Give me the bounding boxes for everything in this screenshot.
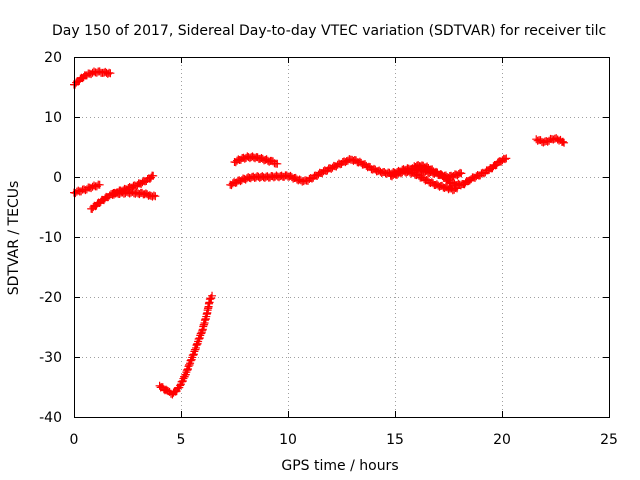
axis-ticks: 0 5 10 15 20 25 -40 -30 -20 -10 0 10 20 bbox=[39, 50, 618, 448]
y-tick-label: 10 bbox=[44, 110, 62, 126]
series-arc-10 bbox=[532, 134, 569, 147]
series-arc-6 bbox=[230, 152, 282, 168]
grid-lines bbox=[74, 57, 609, 417]
y-tick-label: -20 bbox=[39, 290, 62, 306]
y-tick-label: 20 bbox=[44, 50, 62, 66]
series-arc-1 bbox=[70, 67, 115, 89]
series-arc-9 bbox=[410, 154, 511, 190]
x-tick-label: 0 bbox=[70, 432, 79, 448]
data-point bbox=[560, 138, 569, 147]
x-tick-label: 25 bbox=[600, 432, 618, 448]
y-tick-label: -40 bbox=[39, 410, 62, 426]
y-tick-label: -30 bbox=[39, 350, 62, 366]
x-tick-label: 5 bbox=[177, 432, 186, 448]
data-point bbox=[500, 155, 509, 164]
y-tick-label: -10 bbox=[39, 230, 62, 246]
data-point bbox=[106, 69, 115, 78]
data-point bbox=[273, 159, 282, 168]
data-point bbox=[147, 173, 156, 182]
data-point bbox=[208, 291, 217, 300]
x-axis-label: GPS time / hours bbox=[281, 458, 398, 474]
data-point bbox=[149, 191, 158, 200]
data-points bbox=[70, 67, 569, 399]
series-arc-8 bbox=[386, 166, 462, 195]
y-tick-label: 0 bbox=[53, 170, 62, 186]
x-tick-label: 20 bbox=[493, 432, 511, 448]
data-point bbox=[95, 180, 104, 189]
data-point bbox=[179, 374, 188, 383]
series-arc-5 bbox=[155, 291, 217, 399]
data-point bbox=[502, 154, 511, 163]
data-point bbox=[149, 171, 158, 180]
data-point bbox=[151, 192, 160, 201]
y-axis-label: SDTVAR / TECUs bbox=[6, 181, 22, 296]
data-point bbox=[457, 169, 466, 178]
x-tick-label: 10 bbox=[279, 432, 297, 448]
series-arc-4 bbox=[108, 187, 160, 201]
data-point bbox=[558, 137, 567, 146]
series-arc-7 bbox=[226, 155, 466, 190]
chart-title: Day 150 of 2017, Sidereal Day-to-day VTE… bbox=[52, 23, 606, 39]
x-tick-label: 15 bbox=[386, 432, 404, 448]
series-arc-2 bbox=[70, 180, 104, 198]
